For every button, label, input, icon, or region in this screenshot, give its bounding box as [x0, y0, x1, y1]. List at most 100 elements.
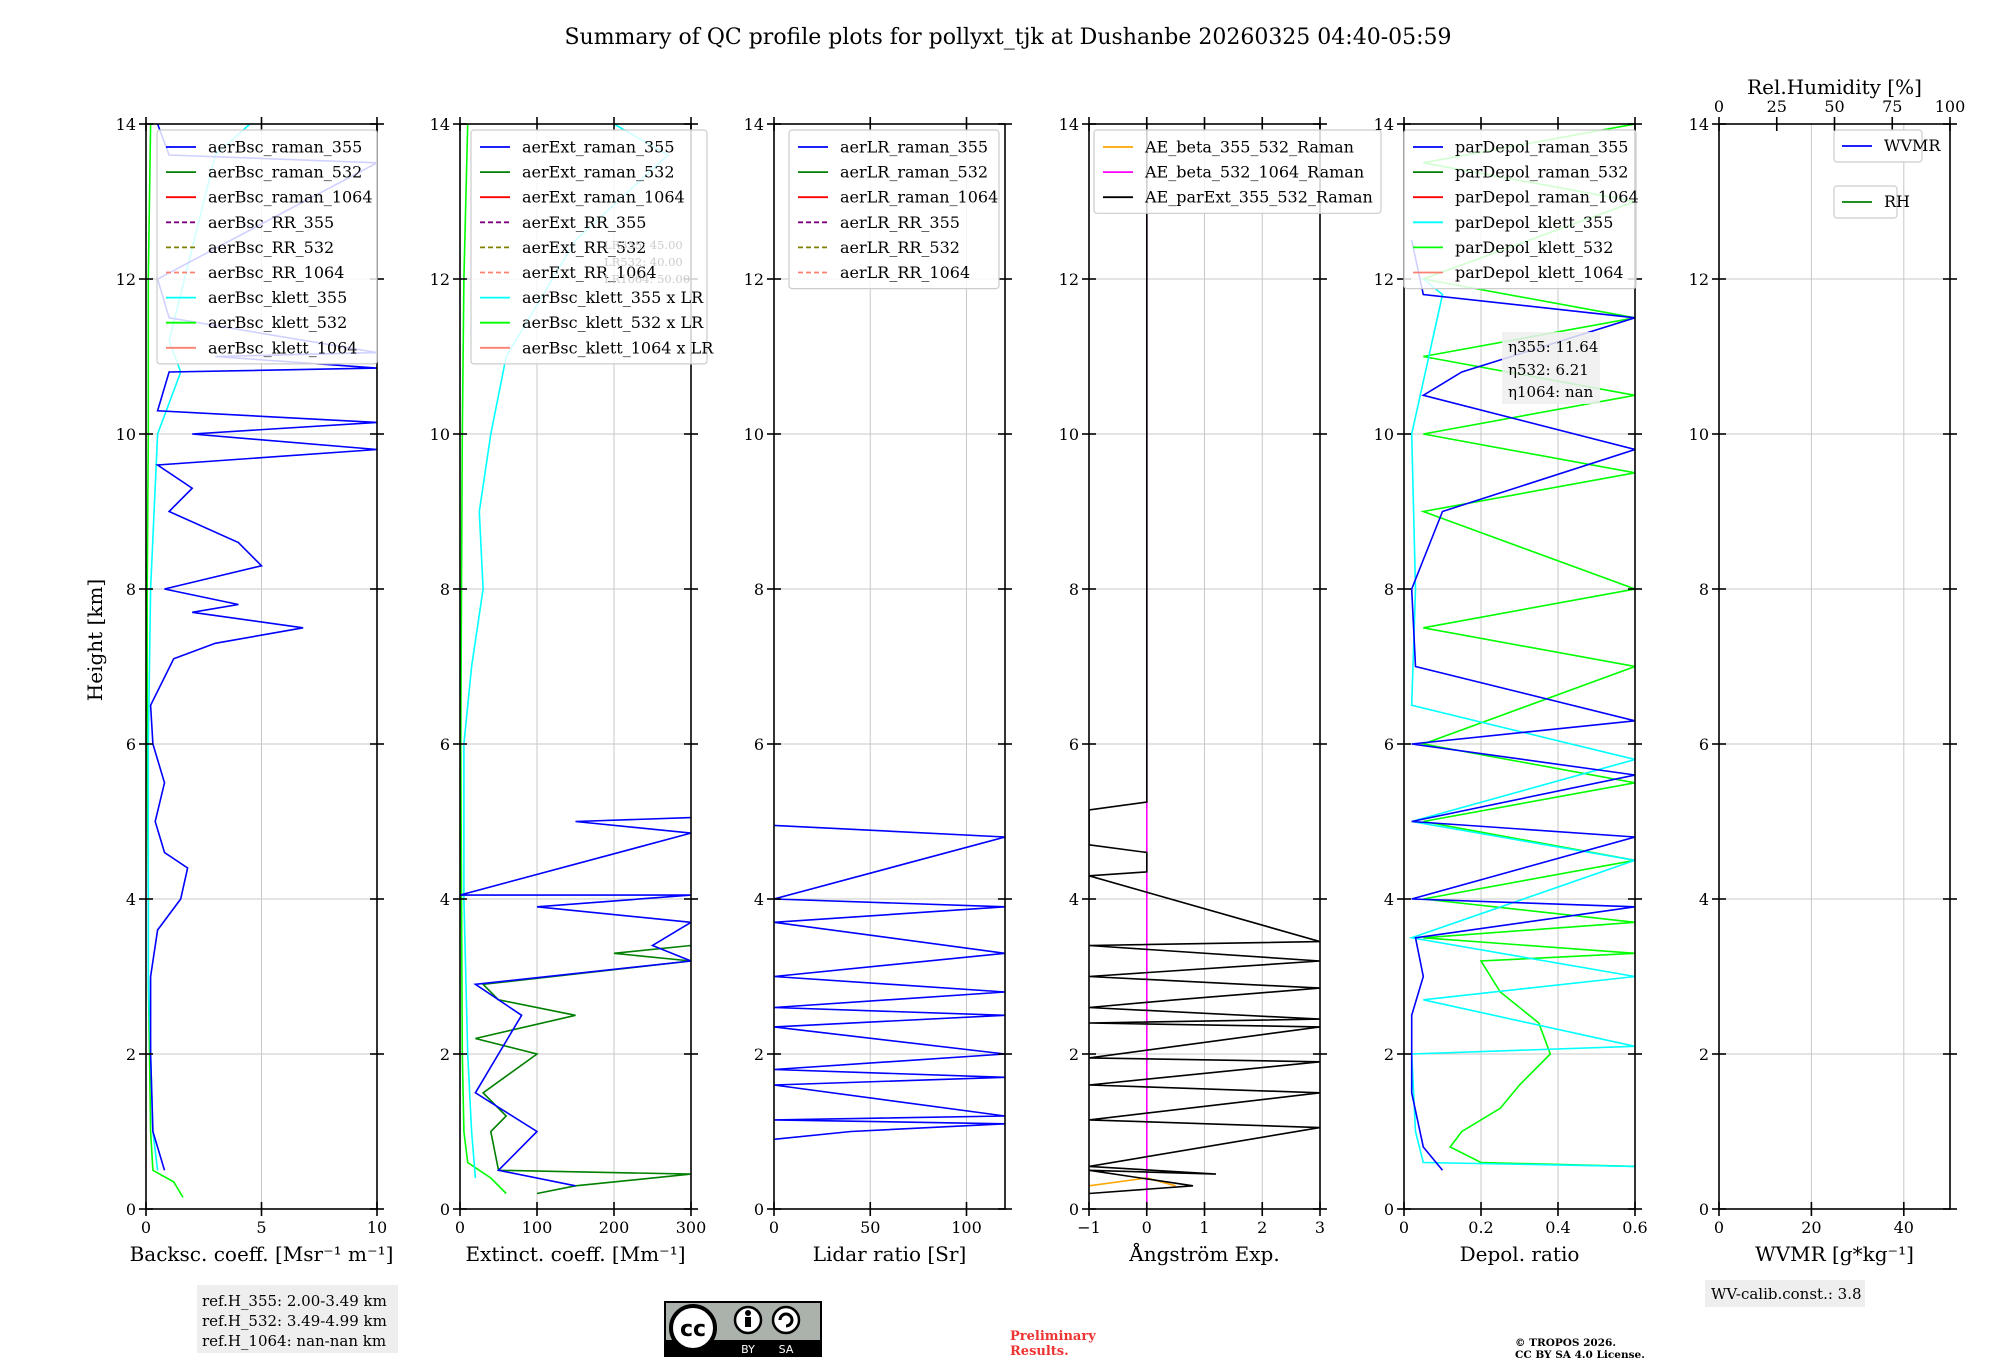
y-tick-label-ae-6: 12	[1059, 270, 1079, 289]
x-tick-label-bsc-2: 10	[367, 1218, 387, 1237]
x-tick-label-depol-3: 0.6	[1622, 1218, 1647, 1237]
series-ext-aerext-raman-355	[460, 816, 691, 1187]
y-tick-label-depol-5: 10	[1374, 425, 1394, 444]
legend-label-lr-4: aerLR_RR_532	[840, 238, 960, 257]
legend-label-bsc-2: aerBsc_raman_1064	[208, 188, 373, 207]
y-tick-label-bsc-4: 8	[126, 580, 136, 599]
legend-label-wv-0: WVMR	[1884, 136, 1941, 155]
legend-label-bsc-1: aerBsc_raman_532	[208, 163, 362, 182]
series-lr-aerlr-raman-355	[774, 824, 1005, 1141]
legend-label-bsc-6: aerBsc_klett_355	[208, 288, 347, 307]
y-tick-label-bsc-5: 10	[116, 425, 136, 444]
legend-box-lr	[788, 129, 1000, 290]
cc-icon-text: cc	[680, 1317, 706, 1342]
legend-depol: parDepol_raman_355 parDepol_raman_532 parD…	[1403, 129, 1639, 290]
cc-by-sa-logo: cc BY SA	[664, 1301, 822, 1357]
sa-icon	[771, 1305, 801, 1335]
y-tick-label-bsc-6: 12	[116, 270, 136, 289]
x-tick-label-lr-1: 50	[860, 1218, 880, 1237]
series-depol-pardepol-raman-355	[1410, 240, 1635, 1171]
y-tick-label-lr-4: 8	[754, 580, 764, 599]
legend-label-ext-8: aerBsc_klett_1064 x LR	[522, 338, 714, 357]
legend-label-ext-6: aerBsc_klett_355 x LR	[522, 288, 704, 307]
x-tick-label-lr-0: 0	[769, 1218, 779, 1237]
y-tick-label-ae-4: 8	[1069, 580, 1079, 599]
top-axis-label-wv: Rel.Humidity [%]	[1747, 75, 1922, 99]
x-tick-label-lr-2: 100	[951, 1218, 982, 1237]
legend-ae: AE_beta_355_532_Raman AE_beta_532_1064_Ra…	[1093, 129, 1382, 214]
ref-height-1064: ref.H_1064: nan-nan km	[202, 1332, 386, 1350]
legend-label-ext-7: aerBsc_klett_532 x LR	[522, 313, 704, 332]
preliminary-line1: Preliminary	[1010, 1329, 1096, 1344]
y-tick-label-depol-2: 4	[1384, 890, 1394, 909]
eta-box-bg	[1502, 332, 1600, 404]
top-x-tick-label-wv-1: 25	[1767, 97, 1787, 116]
x-tick-label-ae-3: 2	[1257, 1218, 1267, 1237]
by-icon-body	[745, 1317, 751, 1327]
legend-label-ext-3: aerExt_RR_355	[522, 213, 646, 232]
y-tick-label-ae-3: 6	[1069, 735, 1079, 754]
x-tick-label-ae-0: −1	[1077, 1218, 1101, 1237]
x-tick-label-ae-1: 0	[1142, 1218, 1152, 1237]
y-tick-label-ae-5: 10	[1059, 425, 1079, 444]
x-axis-label-lr: Lidar ratio [Sr]	[813, 1242, 967, 1266]
y-tick-label-bsc-3: 6	[126, 735, 136, 754]
panel-ext: 0 2 4 6 8 10 12 14 0 100 200 300 Extinct. coeff. [Mm…	[430, 115, 715, 1266]
x-axis-label-wv: WVMR [g*kg⁻¹]	[1755, 1242, 1914, 1266]
x-tick-label-bsc-0: 0	[141, 1218, 151, 1237]
legend-label-bsc-8: aerBsc_klett_1064	[208, 338, 357, 357]
y-tick-label-wv-3: 6	[1699, 735, 1709, 754]
y-tick-label-depol-7: 14	[1374, 115, 1394, 134]
y-tick-label-lr-3: 6	[754, 735, 764, 754]
y-tick-label-lr-0: 0	[754, 1200, 764, 1219]
legend-label-bsc-3: aerBsc_RR_355	[208, 213, 334, 232]
legend-box-ae	[1093, 129, 1382, 214]
y-tick-label-depol-6: 12	[1374, 270, 1394, 289]
series-depol-pardepol-klett-532	[1420, 124, 1635, 1168]
y-tick-label-lr-6: 12	[744, 270, 764, 289]
legend-label-lr-2: aerLR_raman_1064	[840, 188, 998, 207]
legend-ext: aerExt_raman_355 aerExt_raman_532 aerExt_r…	[470, 129, 714, 365]
ref-height-355: ref.H_355: 2.00-3.49 km	[202, 1292, 387, 1310]
y-tick-label-lr-1: 2	[754, 1045, 764, 1064]
legend-box-bsc	[156, 129, 378, 365]
legend-label-depol-4: parDepol_klett_532	[1455, 238, 1613, 257]
y-tick-label-lr-2: 4	[754, 890, 764, 909]
legend-label-ext-4: aerExt_RR_532	[522, 238, 646, 257]
legend-label-ae-1: AE_beta_532_1064_Raman	[1144, 163, 1364, 182]
eta-box: η355: 11.64 η532: 6.21 η1064: nan	[1502, 332, 1600, 404]
legend-label-ext-5: aerExt_RR_1064	[522, 263, 657, 282]
y-tick-label-ext-0: 0	[440, 1200, 450, 1219]
y-tick-label-wv-4: 8	[1699, 580, 1709, 599]
legend-label-wv-1: RH	[1884, 192, 1910, 211]
y-tick-label-wv-0: 0	[1699, 1200, 1709, 1219]
legend-label-depol-2: parDepol_raman_1064	[1455, 188, 1639, 207]
axes-frame-lr	[773, 123, 1006, 1210]
x-tick-label-ae-2: 1	[1199, 1218, 1209, 1237]
x-axis-label-ext: Extinct. coeff. [Mm⁻¹]	[465, 1242, 685, 1266]
legend-label-ae-0: AE_beta_355_532_Raman	[1144, 138, 1354, 157]
x-axis-label-depol: Depol. ratio	[1460, 1242, 1580, 1266]
y-tick-label-bsc-1: 2	[126, 1045, 136, 1064]
legend-label-bsc-5: aerBsc_RR_1064	[208, 263, 344, 282]
cc-icon	[669, 1304, 717, 1352]
y-tick-label-wv-1: 2	[1699, 1045, 1709, 1064]
wv-calib-box-bg	[1705, 1280, 1865, 1307]
y-tick-label-ext-2: 4	[440, 890, 450, 909]
legend-label-ext-0: aerExt_raman_355	[522, 138, 675, 157]
legend-label-lr-1: aerLR_raman_532	[840, 163, 988, 182]
x-tick-label-depol-2: 0.4	[1545, 1218, 1570, 1237]
axes-frame-depol	[1403, 123, 1636, 1210]
top-x-tick-label-wv-2: 50	[1824, 97, 1844, 116]
sa-icon-arrow	[778, 1312, 794, 1328]
axes-frame-wv	[1718, 123, 1951, 1210]
y-tick-label-ext-3: 6	[440, 735, 450, 754]
ref-height-box-bg	[197, 1285, 398, 1353]
copyright-line2: CC BY SA 4.0 License.	[1515, 1349, 1645, 1360]
x-tick-label-wv-0: 0	[1714, 1218, 1724, 1237]
axes-frame-ext	[459, 123, 692, 1210]
y-axis-label: Height [km]	[83, 579, 107, 701]
legend-lr: aerLR_raman_355 aerLR_raman_532 aerLR_rama…	[788, 129, 1000, 290]
